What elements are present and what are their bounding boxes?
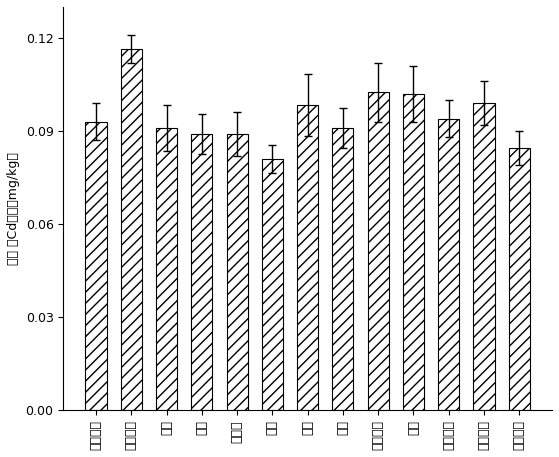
Bar xyxy=(191,134,212,410)
Bar xyxy=(86,122,107,410)
Bar xyxy=(333,128,353,410)
Bar xyxy=(438,119,459,410)
Bar xyxy=(226,134,248,410)
Bar xyxy=(403,94,424,410)
Bar xyxy=(297,105,318,410)
Bar xyxy=(156,128,177,410)
Bar xyxy=(368,92,389,410)
Bar xyxy=(262,159,283,410)
Bar xyxy=(121,49,142,410)
Y-axis label: 有效 态Cd含量（mg/kg）: 有效 态Cd含量（mg/kg） xyxy=(7,152,20,265)
Bar xyxy=(473,103,495,410)
Bar xyxy=(509,148,530,410)
